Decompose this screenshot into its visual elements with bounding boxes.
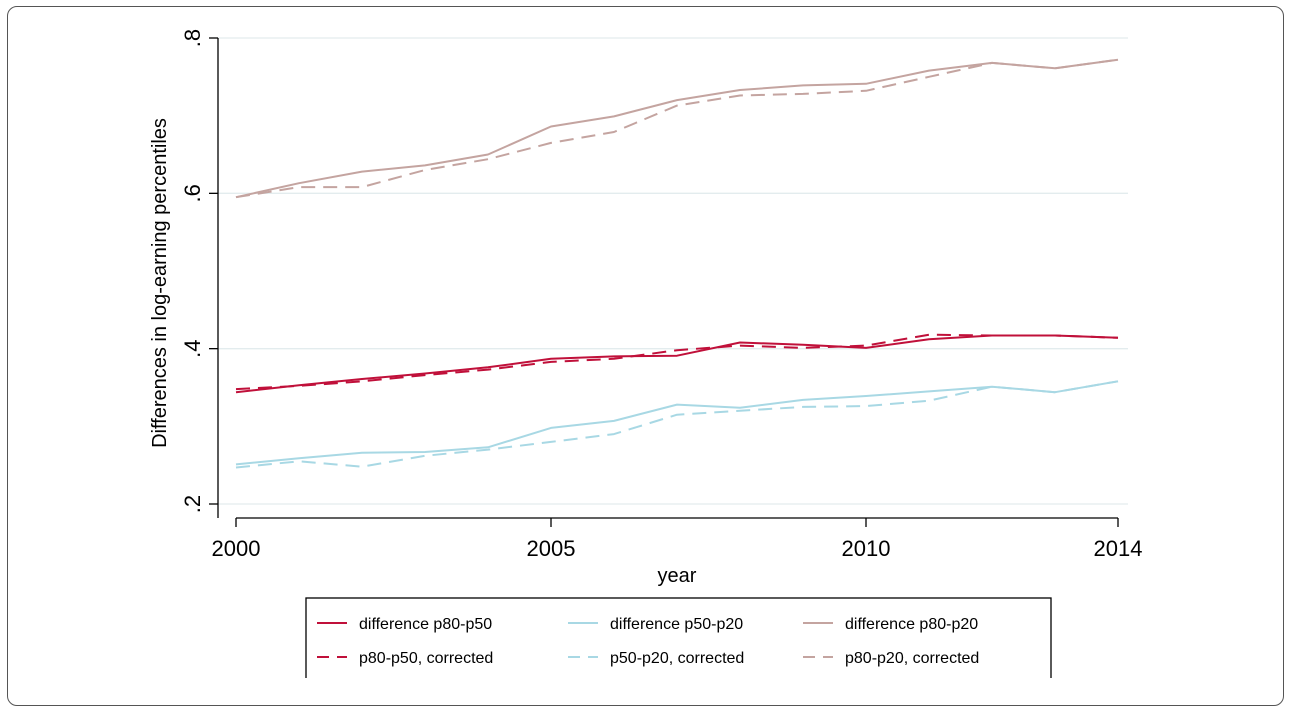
legend-box bbox=[305, 597, 1052, 678]
legend-items: difference p80-p50 difference p50-p20 diff… bbox=[317, 616, 979, 667]
legend-label: p50-p20, corrected bbox=[610, 650, 744, 667]
legend-label: p80-p50, corrected bbox=[359, 650, 493, 667]
series-line bbox=[235, 333, 1119, 391]
series-line bbox=[235, 380, 1119, 469]
y-tick-label: .6 bbox=[180, 184, 205, 202]
y-axis-title: Differences in log-earning percentiles bbox=[149, 118, 171, 448]
series-line bbox=[235, 380, 1119, 466]
series-line bbox=[235, 334, 1119, 394]
axis-ticks: .2 .4 .6 .8 2000 2005 2010 2014 bbox=[180, 29, 1142, 561]
x-tick-label: 2010 bbox=[842, 536, 891, 561]
x-tick-label: 2005 bbox=[527, 536, 576, 561]
y-tick-label: .4 bbox=[180, 339, 205, 357]
x-axis-title: year bbox=[658, 565, 697, 587]
x-tick-label: 2014 bbox=[1094, 536, 1143, 561]
series-lines bbox=[235, 58, 1119, 469]
grid-lines bbox=[218, 37, 1128, 505]
legend-label: p80-p20, corrected bbox=[845, 650, 979, 667]
y-tick-label: .8 bbox=[180, 29, 205, 47]
legend: difference p80-p50 difference p50-p20 diff… bbox=[305, 597, 1052, 678]
series-line bbox=[235, 58, 1119, 199]
legend-label: difference p50-p20 bbox=[610, 616, 743, 633]
x-tick-label: 2000 bbox=[212, 536, 261, 561]
y-tick-label: .2 bbox=[180, 495, 205, 513]
legend-label: difference p80-p50 bbox=[359, 616, 492, 633]
series-line bbox=[235, 58, 1119, 199]
axes bbox=[217, 38, 1118, 519]
line-chart: .2 .4 .6 .8 2000 2005 2010 2014 year Difference… bbox=[149, 29, 1142, 678]
legend-label: difference p80-p20 bbox=[845, 616, 978, 633]
